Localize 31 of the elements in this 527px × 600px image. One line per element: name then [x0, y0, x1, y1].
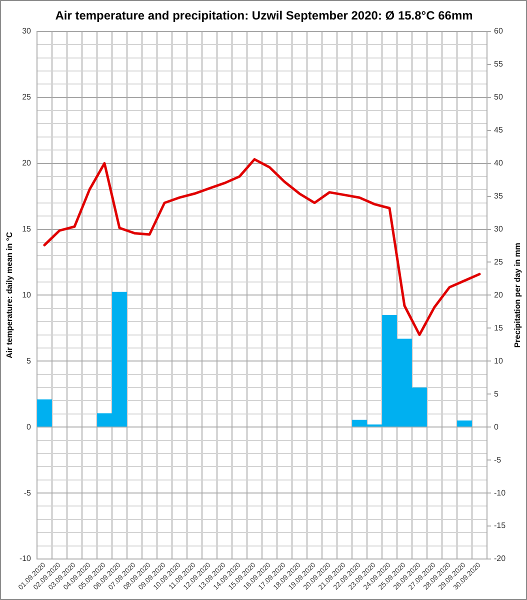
- y-tick-label: 5: [26, 356, 32, 366]
- y2-tick-label: 15: [494, 323, 504, 332]
- y2-tick-label: -5: [494, 455, 502, 464]
- y2-tick-label: -15: [494, 521, 506, 530]
- y-tick-label: -10: [19, 554, 32, 564]
- y2-tick-label: 5: [494, 389, 499, 398]
- y2-tick-label: 10: [494, 356, 504, 366]
- y2-tick-label: 50: [494, 92, 504, 102]
- y2-tick-label: -20: [494, 554, 506, 564]
- y-tick-label: 15: [22, 224, 32, 234]
- y-tick-label: 10: [22, 290, 32, 300]
- y2-tick-label: 55: [494, 60, 504, 69]
- y-axis-title: Air temperature: daily mean in °C: [5, 232, 14, 358]
- y2-axis-title: Precipitation per day in mm: [513, 242, 522, 348]
- y-tick-label: 30: [22, 26, 32, 36]
- bar: [37, 399, 52, 427]
- y2-tick-label: 20: [494, 290, 504, 300]
- y2-tick-label: 30: [494, 224, 504, 234]
- y-tick-label: -5: [24, 488, 32, 498]
- y-tick-label: 20: [22, 158, 32, 168]
- y2-tick-label: 60: [494, 26, 504, 36]
- y2-tick-label: -10: [494, 488, 506, 498]
- y2-tick-label: 45: [494, 126, 504, 135]
- y-tick-label: 25: [22, 92, 32, 102]
- y2-tick-label: 25: [494, 257, 504, 266]
- y-tick-label: 0: [26, 422, 32, 432]
- y2-tick-label: 40: [494, 158, 504, 168]
- chart-title: Air temperature and precipitation: Uzwil September 2020: Ø 15.8°C 66mm: [55, 8, 473, 23]
- y2-tick-label: 0: [494, 422, 499, 432]
- bar: [457, 420, 472, 427]
- y2-tick-label: 35: [494, 191, 504, 200]
